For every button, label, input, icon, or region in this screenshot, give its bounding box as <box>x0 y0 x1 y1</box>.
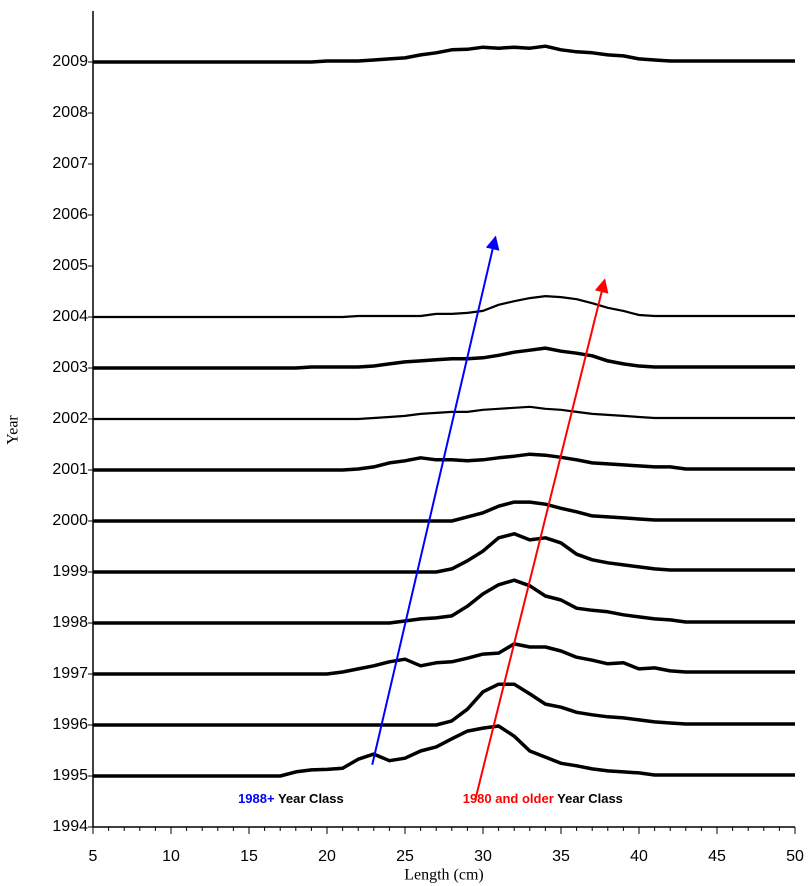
y-tick-label: 2003 <box>52 359 88 376</box>
annotation-part: 1988+ <box>238 791 275 806</box>
annotation-part: Year Class <box>275 791 344 806</box>
x-tick-label: 15 <box>240 848 258 865</box>
y-tick-label: 2001 <box>52 461 88 478</box>
ridge-line <box>93 682 795 727</box>
annotation: 1980 and older Year Class <box>463 791 623 806</box>
y-tick-label: 2000 <box>52 512 88 529</box>
annotation: 1988+ Year Class <box>238 791 344 806</box>
y-tick-label: 1995 <box>52 767 88 784</box>
ridge-line <box>93 44 795 64</box>
x-axis-label: Length (cm) <box>404 867 484 884</box>
y-tick-label: 2004 <box>52 308 88 325</box>
ridge-line <box>93 642 795 676</box>
y-tick-label: 1996 <box>52 716 88 733</box>
y-tick-label: 2005 <box>52 257 88 274</box>
ridge-line <box>93 295 795 319</box>
x-tick-label: 50 <box>786 848 804 865</box>
ridge-line <box>93 500 795 523</box>
x-tick-label: 20 <box>318 848 336 865</box>
y-axis-label: Year <box>5 415 22 445</box>
x-tick-label: 40 <box>630 848 648 865</box>
x-tick-label: 45 <box>708 848 726 865</box>
x-tick-label: 35 <box>552 848 570 865</box>
y-tick-label: 1994 <box>52 818 88 835</box>
ridge-line <box>93 346 795 370</box>
ridge-line <box>93 724 795 778</box>
ridge-line <box>93 532 795 574</box>
y-tick-label: 1999 <box>52 563 88 580</box>
annotation-arrow <box>371 235 500 766</box>
x-tick-label: 5 <box>89 848 98 865</box>
annotation-arrow <box>474 278 609 801</box>
y-tick-label: 2007 <box>52 155 88 172</box>
y-tick-label: 2002 <box>52 410 88 427</box>
annotation-part: Year Class <box>554 791 623 806</box>
y-tick-label: 2009 <box>52 53 88 70</box>
y-tick-label: 2008 <box>52 104 88 121</box>
x-tick-label: 25 <box>396 848 414 865</box>
ridge-line <box>93 578 795 625</box>
x-tick-label: 30 <box>474 848 492 865</box>
annotation-part: 1980 and older <box>463 791 554 806</box>
y-tick-label: 2006 <box>52 206 88 223</box>
y-tick-label: 1997 <box>52 665 88 682</box>
x-tick-label: 10 <box>162 848 180 865</box>
ridge-line <box>93 405 795 421</box>
y-tick-label: 1998 <box>52 614 88 631</box>
